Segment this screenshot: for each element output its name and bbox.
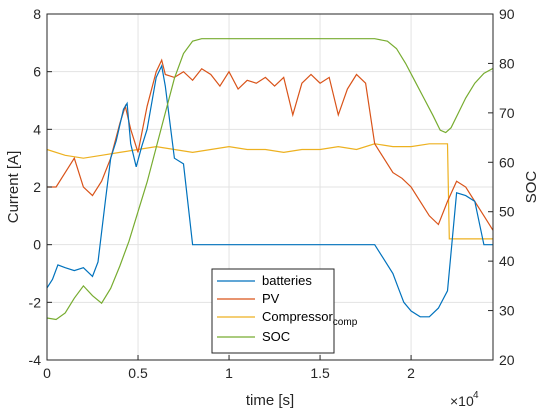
legend: batteries PV Compressorcomp SOC	[211, 268, 358, 354]
y-right-tick-label: 20	[499, 352, 515, 368]
legend-label-compressor: Compressorcomp	[262, 309, 358, 328]
x-tick-label: 1	[225, 365, 233, 381]
x-tick-label: 0	[43, 365, 51, 381]
y-right-tick-label: 80	[499, 55, 515, 71]
series-line-compressor	[46, 143, 493, 240]
legend-label-soc: SOC	[262, 329, 290, 344]
y-axis-right-label: SOC	[523, 171, 540, 204]
y-left-tick-label: -4	[29, 352, 42, 368]
series-layer	[46, 38, 494, 321]
y-left-tick-label: -2	[29, 294, 42, 310]
series-line-soc	[46, 38, 494, 321]
y-axis-left-label: Current [A]	[5, 151, 22, 224]
y-left-tick-label: 6	[33, 64, 41, 80]
y-right-tick-label: 40	[499, 253, 515, 269]
x-exponent: ×10 4	[450, 390, 479, 409]
legend-label-compressor-main: Compressor	[262, 309, 333, 324]
y-left-tick-label: 8	[33, 6, 41, 22]
x-axis-label: time [s]	[246, 392, 294, 409]
legend-label-batteries: batteries	[262, 273, 312, 288]
tick-layer: 0 0.5 1 1.5 2 -4 -2 0 2 4 6 8 20 30 40 50 60 70 80 90	[29, 6, 515, 381]
y-right-tick-label: 30	[499, 303, 515, 319]
y-left-tick-label: 0	[33, 237, 41, 253]
x-exponent-base: ×10	[450, 393, 474, 409]
y-right-tick-label: 90	[499, 6, 515, 22]
series-line-batteries	[46, 63, 493, 318]
y-right-tick-label: 60	[499, 154, 515, 170]
legend-label-pv: PV	[262, 291, 280, 306]
legend-box	[211, 268, 335, 354]
y-right-tick-label: 50	[499, 204, 515, 220]
x-tick-label: 1.5	[310, 365, 330, 381]
y-right-tick-label: 70	[499, 105, 515, 121]
y-left-tick-label: 4	[33, 121, 41, 137]
x-tick-label: 0.5	[128, 365, 148, 381]
legend-label-compressor-sub: comp	[333, 317, 358, 328]
x-tick-label: 2	[407, 365, 415, 381]
x-exponent-power: 4	[473, 390, 479, 401]
y-left-tick-label: 2	[33, 179, 41, 195]
